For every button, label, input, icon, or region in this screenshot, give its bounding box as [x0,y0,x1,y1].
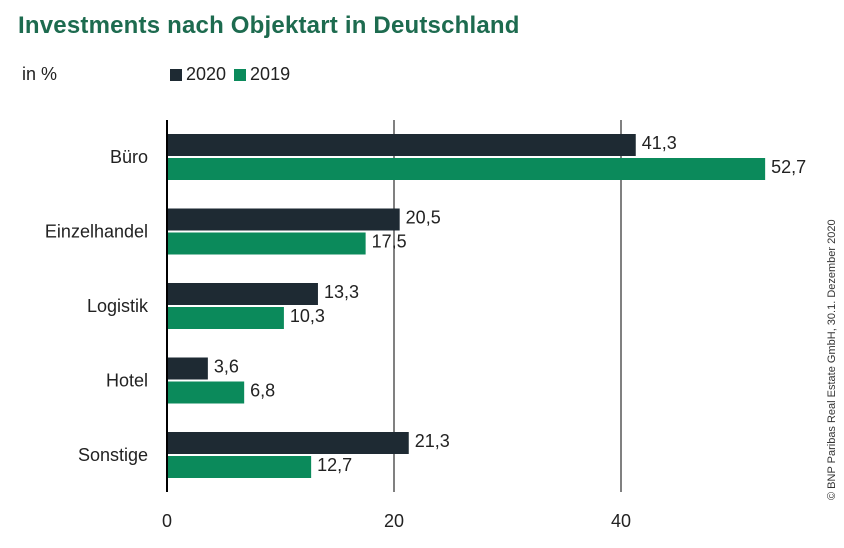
category-label-logistik: Logistik [87,296,149,316]
chart-title: Investments nach Objektart in Deutschlan… [18,12,520,39]
value-label-2020-einzelhandel: 20,5 [406,207,441,227]
value-label-2019-einzelhandel: 17,5 [372,231,407,251]
value-label-2019-logistik: 10,3 [290,306,325,326]
bar-2019-logistik [167,307,284,329]
category-label-sonstige: Sonstige [78,445,148,465]
bar-2020-sonstige [167,432,409,454]
value-label-2019-b-ro: 52,7 [771,157,806,177]
copyright-note: © BNP Paribas Real Estate GmbH, 30.1. De… [826,219,838,500]
unit-label: in % [22,64,58,84]
bar-2020-einzelhandel [167,208,400,231]
legend-item-2019: 2019 [234,64,290,85]
bar-2019-einzelhandel [167,232,366,255]
bar-2020-logistik [167,283,318,305]
bar-2019-b-ro [167,158,766,180]
legend-item-2020: 2020 [170,64,226,85]
bar-2019-hotel [167,381,245,404]
bar-2020-b-ro [167,134,636,156]
bar-2020-hotel [167,357,208,380]
x-tick-label-20: 20 [384,511,404,531]
value-label-2019-sonstige: 12,7 [317,455,352,475]
x-tick-label-40: 40 [611,511,631,531]
value-label-2019-hotel: 6,8 [250,380,275,400]
value-label-2020-logistik: 13,3 [324,282,359,302]
value-label-2020-b-ro: 41,3 [642,133,677,153]
legend-swatch-2020 [170,68,182,81]
legend: 2020 2019 [170,64,298,85]
legend-swatch-2019 [234,68,247,81]
category-label-einzelhandel: Einzelhandel [45,222,148,242]
legend-label-2020: 2020 [186,64,227,84]
value-label-2020-hotel: 3,6 [214,356,239,376]
category-label-b-ro: Büro [110,147,148,167]
x-tick-label-0: 0 [162,511,172,531]
bar-2019-sonstige [167,456,312,478]
value-label-2020-sonstige: 21,3 [415,431,450,451]
legend-label-2019: 2019 [250,64,291,84]
category-label-hotel: Hotel [106,371,148,391]
